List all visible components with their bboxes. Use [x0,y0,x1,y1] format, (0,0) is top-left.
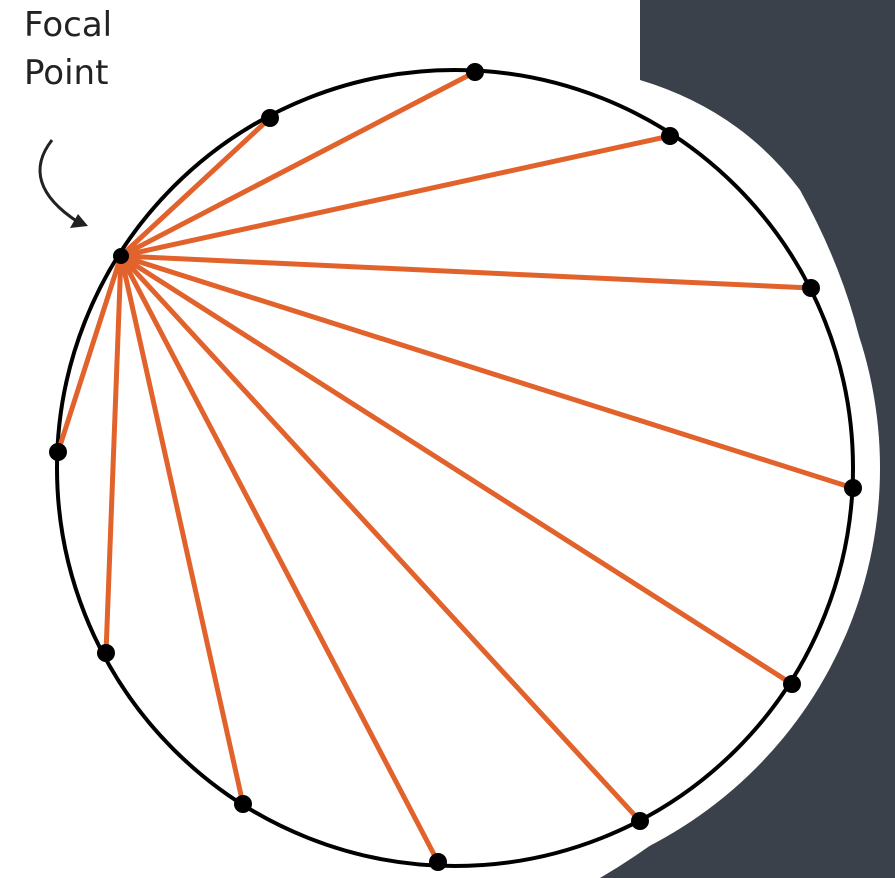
circle-point-2 [466,63,484,81]
circle-point-8 [429,853,447,871]
chords-group [55,69,854,864]
chord-line-9 [118,255,246,805]
chord-line-3 [120,133,671,259]
chord-line-4 [120,253,812,291]
circle-point-7 [631,812,649,830]
chord-line-2 [119,69,477,259]
circle-point-10 [97,644,115,662]
circle-point-3 [661,127,679,145]
focal-arrow-icon [38,139,79,224]
chord-line-6 [119,253,794,687]
circle-point-11 [49,443,67,461]
circle-point-1 [261,109,279,127]
chord-line-1 [119,116,272,258]
circle-point-5 [844,479,862,497]
focal-point-dot [113,248,129,264]
points-group [49,63,862,871]
chord-line-8 [118,254,441,864]
focal-point-label-line1: Focal [24,5,113,45]
chord-line-10 [103,255,124,654]
focal-arrow-head-icon [70,214,88,228]
circle-point-6 [783,675,801,693]
circle-point-9 [234,795,252,813]
chord-line-5 [120,253,854,491]
focal-point-label-line2: Point [24,53,109,93]
chord-line-11 [55,255,124,453]
circle-outline [55,68,855,868]
circle-backdrop [30,43,880,878]
circle-point-4 [802,279,820,297]
chord-line-7 [119,254,642,823]
